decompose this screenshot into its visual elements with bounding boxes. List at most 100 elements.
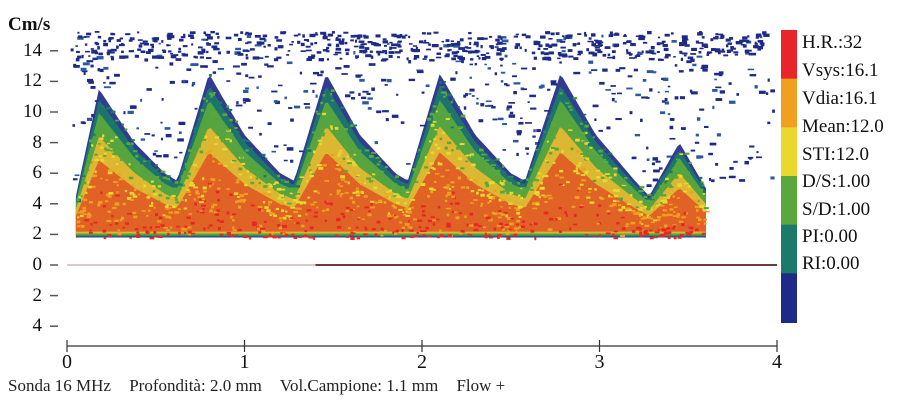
spectrum-speck xyxy=(699,176,703,180)
noise-speck xyxy=(244,33,247,36)
noise-speck xyxy=(704,45,709,49)
spectrum-speck xyxy=(146,214,149,217)
spectrum-speck xyxy=(171,194,176,198)
noise-speck xyxy=(638,37,645,41)
spectrum-speck xyxy=(230,234,235,238)
spectrum-speck xyxy=(455,167,461,170)
spectrum-speck xyxy=(391,204,395,208)
spectrum-speck xyxy=(99,137,104,141)
spectrum-speck xyxy=(390,217,393,220)
noise-speck xyxy=(727,42,733,45)
spectrum-speck xyxy=(352,124,358,127)
noise-speck xyxy=(727,49,734,52)
sample-depth: Profondità: 2.0 mm xyxy=(129,376,262,395)
noise-speck xyxy=(497,117,504,121)
noise-speck xyxy=(306,57,312,62)
spectrum-speck xyxy=(565,213,568,217)
spectrum-speck xyxy=(384,191,389,195)
noise-speck xyxy=(214,42,220,45)
noise-speck xyxy=(708,51,712,54)
noise-speck xyxy=(412,45,418,47)
spectrum-speck xyxy=(532,178,536,181)
spectrum-speck xyxy=(435,132,438,136)
noise-speck xyxy=(634,133,641,137)
spectrum-speck xyxy=(290,234,293,237)
spectrum-speck xyxy=(636,211,641,215)
noise-speck xyxy=(411,49,417,52)
spectrum-speck xyxy=(281,224,287,228)
noise-speck xyxy=(408,60,412,64)
spectrum-speck xyxy=(659,179,663,182)
noise-speck xyxy=(148,49,151,53)
noise-speck xyxy=(163,154,169,158)
spectrum-speck xyxy=(556,217,562,220)
spectrum-speck xyxy=(210,178,215,181)
noise-speck xyxy=(767,78,770,82)
noise-speck xyxy=(129,37,132,40)
noise-speck xyxy=(555,32,560,35)
spectrum-speck xyxy=(104,200,109,203)
noise-speck xyxy=(501,47,507,51)
spectrum-speck xyxy=(209,209,214,213)
x-tick-label: 0 xyxy=(62,351,72,373)
noise-speck xyxy=(598,41,604,44)
spectrum-speck xyxy=(212,155,215,158)
spectrum-speck xyxy=(260,205,263,209)
spectrum-speck xyxy=(483,226,487,229)
spectrum-speck xyxy=(497,236,500,239)
spectrum-speck xyxy=(635,206,639,209)
noise-speck xyxy=(447,49,452,51)
spectrum-speck xyxy=(678,155,681,158)
noise-speck xyxy=(656,42,661,46)
noise-speck xyxy=(143,42,149,46)
noise-speck xyxy=(683,54,687,57)
noise-speck xyxy=(116,45,119,49)
spectrum-speck xyxy=(282,180,286,184)
noise-speck xyxy=(439,47,443,50)
spectrum-speck xyxy=(199,198,203,202)
spectrum-speck xyxy=(306,147,311,150)
noise-speck xyxy=(84,43,88,46)
spectrum-speck xyxy=(446,187,449,190)
noise-speck xyxy=(425,84,430,88)
noise-speck xyxy=(274,145,279,148)
noise-speck xyxy=(178,121,186,126)
noise-speck xyxy=(311,54,316,58)
noise-speck xyxy=(245,54,248,57)
noise-speck xyxy=(679,41,686,45)
spectrum-speck xyxy=(570,118,574,122)
noise-speck xyxy=(747,68,755,71)
spectrum-speck xyxy=(207,182,213,185)
noise-speck xyxy=(629,57,636,59)
noise-speck xyxy=(669,137,676,140)
noise-speck xyxy=(152,55,158,59)
noise-speck xyxy=(544,110,551,112)
spectrum-speck xyxy=(230,215,233,219)
noise-speck xyxy=(500,57,503,61)
spectrum-speck xyxy=(109,122,114,125)
noise-speck xyxy=(577,50,583,54)
spectrum-speck xyxy=(700,182,704,186)
noise-speck xyxy=(194,107,198,110)
spectrum-speck xyxy=(363,195,368,198)
spectrum-speck xyxy=(664,214,669,217)
spectrum-speck xyxy=(121,123,124,126)
noise-speck xyxy=(763,33,770,37)
noise-speck xyxy=(540,84,545,88)
noise-speck xyxy=(770,89,775,93)
spectrum-speck xyxy=(162,176,168,179)
noise-speck xyxy=(267,44,271,47)
spectrum-speck xyxy=(493,189,497,193)
noise-speck xyxy=(140,50,146,54)
spectrum-speck xyxy=(380,227,384,231)
noise-speck xyxy=(646,97,650,99)
noise-speck xyxy=(710,38,714,42)
spectrum-speck xyxy=(609,204,614,208)
spectrum-speck xyxy=(360,183,363,186)
spectrum-speck xyxy=(517,194,521,197)
noise-speck xyxy=(396,93,399,96)
spectrum-speck xyxy=(259,224,263,228)
noise-speck xyxy=(382,110,389,113)
spectrum-speck xyxy=(222,113,228,116)
spectrum-speck xyxy=(638,189,644,193)
